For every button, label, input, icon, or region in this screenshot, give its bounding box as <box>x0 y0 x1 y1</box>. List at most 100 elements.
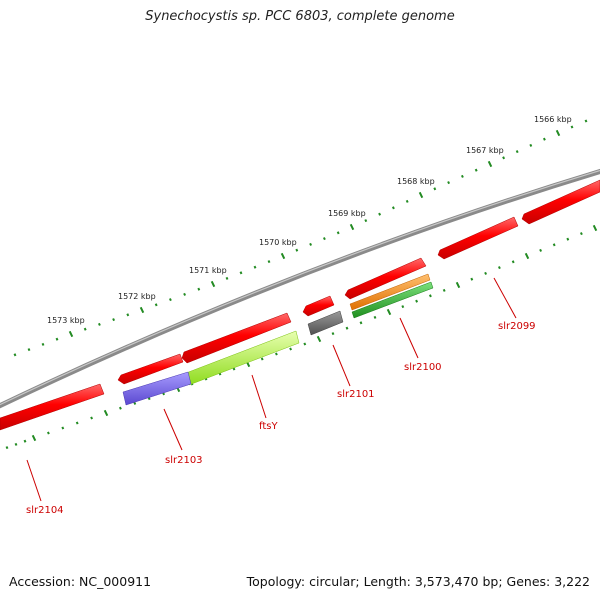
ruler-tick <box>460 174 464 178</box>
ruler-tick <box>14 442 18 446</box>
ruler-tick <box>232 367 236 371</box>
ruler-tick <box>433 187 437 191</box>
ruler-tick <box>274 352 278 356</box>
cds-feature-slr2104-strand[interactable] <box>0 383 105 431</box>
ruler-tick <box>470 277 474 281</box>
ruler-tick <box>455 281 461 289</box>
ruler-tick <box>529 143 533 147</box>
ruler-tick <box>359 321 363 325</box>
ruler-tick <box>295 248 299 252</box>
ruler-tick <box>13 353 17 357</box>
ruler-tick <box>97 322 101 326</box>
gene-leader-lines <box>26 277 517 502</box>
ruler-tick <box>316 335 322 343</box>
ruler-tick <box>197 287 201 291</box>
gene-label-slr2104[interactable]: slr2104 <box>26 505 64 516</box>
ruler-tick <box>41 342 45 346</box>
kbp-tick-label: 1570 kbp <box>259 238 297 247</box>
cds-feature-slr2099[interactable] <box>437 216 519 260</box>
ruler-tick <box>428 294 432 298</box>
gene-label-slr2099[interactable]: slr2099 <box>498 321 536 332</box>
ruler-tick <box>68 330 74 338</box>
kbp-tick-label: 1572 kbp <box>118 292 156 301</box>
gene-label-ftsY[interactable]: ftsY <box>259 421 278 432</box>
ruler-tick <box>447 181 451 185</box>
ruler-tick <box>566 237 570 241</box>
ruler-tick <box>555 129 561 137</box>
gene-label-slr2103[interactable]: slr2103 <box>165 455 203 466</box>
ruler-tick <box>579 232 583 236</box>
ruler-tick <box>542 137 546 141</box>
cds-feature-ftsY-strand[interactable] <box>181 312 292 364</box>
ruler-tick <box>168 298 172 302</box>
ruler-tick <box>322 237 326 241</box>
ruler-tick <box>289 347 293 351</box>
ruler-tick <box>391 206 395 210</box>
ruler-tick <box>133 401 137 405</box>
ruler-tick <box>539 248 543 252</box>
ruler-tick <box>23 439 27 443</box>
ruler-tick <box>280 252 286 260</box>
ruler-tick <box>418 191 424 199</box>
cds-feature-slr2100-strand[interactable] <box>344 257 427 300</box>
ruler-tick <box>225 276 229 280</box>
ruler-tick <box>515 150 519 154</box>
ruler-tick <box>405 199 409 203</box>
ruler-tick <box>401 305 405 309</box>
ruler-tick <box>112 318 116 322</box>
ruler-tick <box>5 446 9 450</box>
ruler-tick <box>103 409 109 417</box>
ruler-tick <box>570 125 574 129</box>
cog-feature-slr2103-purple[interactable] <box>122 371 192 406</box>
accession-text: Accession: NC_000911 <box>9 574 152 589</box>
ruler-tick <box>31 434 37 442</box>
gene-label-slr2101[interactable]: slr2101 <box>337 389 375 400</box>
inner-tick-ruler <box>5 224 598 450</box>
ruler-tick <box>364 219 368 223</box>
cds-feature-slr2103-strand[interactable] <box>117 353 184 385</box>
cds-feature-right-end[interactable] <box>521 179 600 225</box>
kbp-label-group: 1566 kbp 1567 kbp 1568 kbp 1569 kbp 1570 kbp… <box>47 115 572 325</box>
genome-backbone-highlight <box>0 169 600 406</box>
ruler-tick <box>502 156 506 160</box>
cog-feature-slr2100-orange[interactable] <box>349 273 431 311</box>
ruler-tick <box>336 231 340 235</box>
map-title: Synechocystis sp. PCC 6803, complete gen… <box>145 9 455 24</box>
ruler-tick <box>584 119 588 123</box>
ruler-tick <box>415 299 419 303</box>
kbp-tick-label: 1567 kbp <box>466 146 504 155</box>
ruler-tick <box>46 431 50 435</box>
ruler-tick <box>303 342 307 346</box>
ruler-tick <box>378 212 382 216</box>
ruler-tick <box>309 242 313 246</box>
ruler-tick <box>139 306 145 314</box>
cds-feature-slr2101-strand[interactable] <box>302 295 335 317</box>
ruler-tick <box>487 160 493 168</box>
ruler-tick <box>183 292 187 296</box>
ruler-tick <box>90 416 94 420</box>
kbp-tick-label: 1573 kbp <box>47 316 85 325</box>
gene-label-slr2100[interactable]: slr2100 <box>404 362 442 373</box>
ruler-tick <box>592 224 598 232</box>
outer-kbp-ruler <box>13 119 588 357</box>
kbp-tick-label: 1568 kbp <box>397 177 435 186</box>
ruler-tick <box>345 326 349 330</box>
ruler-tick <box>442 288 446 292</box>
cog-feature-slr2101-gray[interactable] <box>307 310 344 336</box>
ruler-tick <box>373 315 377 319</box>
ruler-tick <box>511 260 515 264</box>
ruler-tick <box>386 308 392 316</box>
kbp-tick-label: 1566 kbp <box>534 115 572 124</box>
ruler-tick <box>154 303 158 307</box>
ruler-tick <box>75 421 79 425</box>
ruler-tick <box>55 337 59 341</box>
ruler-tick <box>239 271 243 275</box>
cog-feature-slr2100-green[interactable] <box>351 281 434 319</box>
ruler-tick <box>260 357 264 361</box>
ruler-tick <box>484 271 488 275</box>
ruler-tick <box>552 243 556 247</box>
ruler-tick <box>126 313 130 317</box>
ruler-tick <box>497 266 501 270</box>
ruler-tick <box>253 265 257 269</box>
